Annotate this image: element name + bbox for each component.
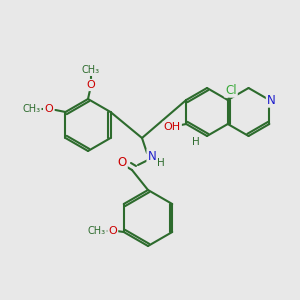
Text: OH: OH xyxy=(164,122,181,132)
Text: O: O xyxy=(44,104,53,114)
Text: Cl: Cl xyxy=(225,83,237,97)
Text: N: N xyxy=(267,94,276,106)
Text: H: H xyxy=(192,137,200,147)
Text: CH₃: CH₃ xyxy=(22,104,40,114)
Text: H: H xyxy=(157,158,165,168)
Text: O: O xyxy=(108,226,117,236)
Text: O: O xyxy=(87,80,95,90)
Text: CH₃: CH₃ xyxy=(88,226,106,236)
Text: O: O xyxy=(117,155,127,169)
Text: CH₃: CH₃ xyxy=(82,65,100,75)
Text: N: N xyxy=(148,149,156,163)
